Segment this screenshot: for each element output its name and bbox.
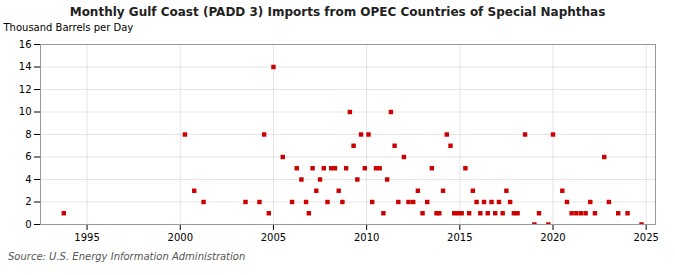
html-text:Monthly Gulf Coast (PADD 3) Im: Monthly Gulf Coast (PADD 3) Imports from… (69, 5, 606, 19)
svg-text:2: 2 (25, 196, 31, 207)
svg-text:2010: 2010 (354, 232, 379, 243)
svg-text:Thousand Barrels per Day: Thousand Barrels per Day (3, 22, 134, 33)
svg-text:4: 4 (25, 174, 31, 185)
svg-text:8: 8 (25, 129, 31, 140)
svg-text:2025: 2025 (633, 232, 658, 243)
svg-text:2015: 2015 (447, 232, 472, 243)
html-text:Source: U.S. Energy Informatio: Source: U.S. Energy Information Administ… (8, 251, 246, 262)
svg-text:10: 10 (19, 106, 32, 117)
svg-text:6: 6 (25, 151, 31, 162)
svg-text:16: 16 (19, 39, 32, 50)
svg-text:2020: 2020 (540, 232, 565, 243)
svg-text:0: 0 (25, 219, 31, 230)
svg-text:2000: 2000 (168, 232, 193, 243)
svg-text:14: 14 (19, 61, 32, 72)
svg-text:12: 12 (19, 84, 32, 95)
svg-text:2005: 2005 (261, 232, 286, 243)
svg-text:1995: 1995 (74, 232, 99, 243)
